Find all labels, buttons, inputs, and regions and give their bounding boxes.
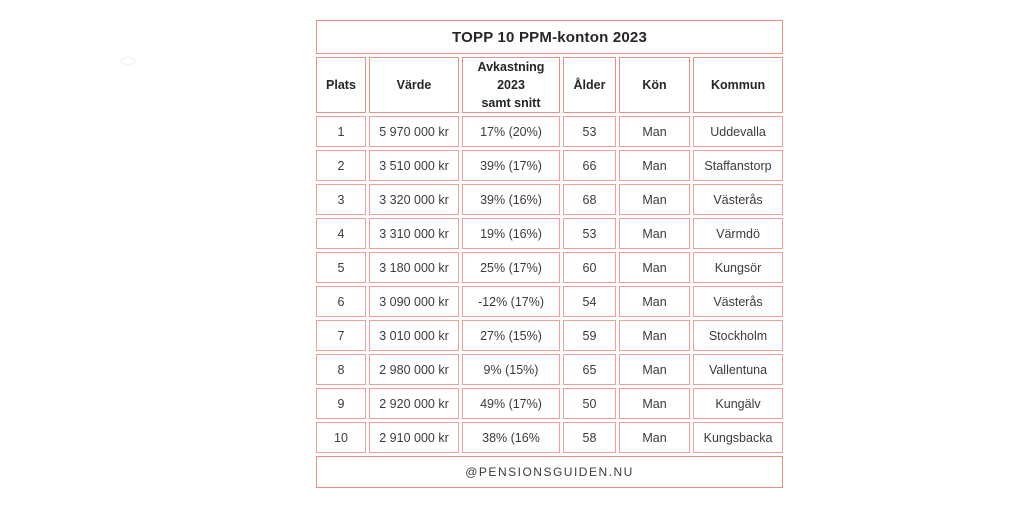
table-title: TOPP 10 PPM-konton 2023 [316, 20, 784, 54]
cell-kon: Man [619, 150, 690, 182]
cell-alder: 59 [563, 320, 616, 352]
cell-avkastning: 38% (16% [462, 422, 560, 454]
cell-kon: Man [619, 320, 690, 352]
cell-alder: 65 [563, 354, 616, 386]
cell-varde: 2 920 000 kr [369, 388, 459, 420]
table-footer-row: @PENSIONSGUIDEN.NU [316, 456, 784, 489]
cell-plats: 1 [316, 116, 366, 148]
cell-varde: 5 970 000 kr [369, 116, 459, 148]
cell-alder: 60 [563, 252, 616, 284]
cell-avkastning: -12% (17%) [462, 286, 560, 318]
cell-varde: 3 310 000 kr [369, 218, 459, 250]
cell-alder: 53 [563, 218, 616, 250]
cell-kon: Man [619, 252, 690, 284]
cell-kommun: Västerås [693, 184, 784, 216]
cell-kon: Man [619, 286, 690, 318]
cell-alder: 68 [563, 184, 616, 216]
cell-kommun: Vallentuna [693, 354, 784, 386]
cell-plats: 3 [316, 184, 366, 216]
cell-plats: 5 [316, 252, 366, 284]
column-header-kommun: Kommun [693, 57, 784, 114]
ppm-top10-table: TOPP 10 PPM-konton 2023 Plats Värde Avka… [313, 17, 786, 491]
cell-alder: 50 [563, 388, 616, 420]
cell-plats: 8 [316, 354, 366, 386]
cell-varde: 2 980 000 kr [369, 354, 459, 386]
cell-kommun: Kungsör [693, 252, 784, 284]
table-row: 6 3 090 000 kr -12% (17%) 54 Man Västerå… [316, 286, 784, 318]
cell-avkastning: 25% (17%) [462, 252, 560, 284]
cell-plats: 6 [316, 286, 366, 318]
cell-avkastning: 27% (15%) [462, 320, 560, 352]
cell-varde: 2 910 000 kr [369, 422, 459, 454]
cell-kommun: Värmdö [693, 218, 784, 250]
cell-kon: Man [619, 184, 690, 216]
cell-alder: 54 [563, 286, 616, 318]
cell-varde: 3 090 000 kr [369, 286, 459, 318]
cell-varde: 3 510 000 kr [369, 150, 459, 182]
cell-kommun: Uddevalla [693, 116, 784, 148]
table-header-row: Plats Värde Avkastning 2023 samt snitt Å… [316, 57, 784, 114]
cell-avkastning: 39% (16%) [462, 184, 560, 216]
cell-kommun: Västerås [693, 286, 784, 318]
column-header-alder: Ålder [563, 57, 616, 114]
cell-alder: 53 [563, 116, 616, 148]
cell-varde: 3 010 000 kr [369, 320, 459, 352]
cell-avkastning: 19% (16%) [462, 218, 560, 250]
column-header-plats: Plats [316, 57, 366, 114]
cell-plats: 9 [316, 388, 366, 420]
table-row: 7 3 010 000 kr 27% (15%) 59 Man Stockhol… [316, 320, 784, 352]
cell-kon: Man [619, 354, 690, 386]
cell-alder: 66 [563, 150, 616, 182]
footer-credit: @PENSIONSGUIDEN.NU [316, 456, 784, 489]
cell-avkastning: 49% (17%) [462, 388, 560, 420]
cell-avkastning: 39% (17%) [462, 150, 560, 182]
cell-plats: 4 [316, 218, 366, 250]
cell-kon: Man [619, 116, 690, 148]
column-header-kon: Kön [619, 57, 690, 114]
cell-avkastning: 9% (15%) [462, 354, 560, 386]
table-row: 10 2 910 000 kr 38% (16% 58 Man Kungsbac… [316, 422, 784, 454]
table-row: 3 3 320 000 kr 39% (16%) 68 Man Västerås [316, 184, 784, 216]
cell-varde: 3 180 000 kr [369, 252, 459, 284]
cell-avkastning: 17% (20%) [462, 116, 560, 148]
cell-kommun: Stockholm [693, 320, 784, 352]
table-title-row: TOPP 10 PPM-konton 2023 [316, 20, 784, 54]
table-row: 4 3 310 000 kr 19% (16%) 53 Man Värmdö [316, 218, 784, 250]
cell-kon: Man [619, 388, 690, 420]
table-row: 9 2 920 000 kr 49% (17%) 50 Man Kungälv [316, 388, 784, 420]
cell-kommun: Staffanstorp [693, 150, 784, 182]
table-row: 5 3 180 000 kr 25% (17%) 60 Man Kungsör [316, 252, 784, 284]
column-header-varde: Värde [369, 57, 459, 114]
cell-kon: Man [619, 422, 690, 454]
cell-plats: 7 [316, 320, 366, 352]
column-header-avkastning: Avkastning 2023 samt snitt [462, 57, 560, 114]
cell-kommun: Kungsbacka [693, 422, 784, 454]
cell-kon: Man [619, 218, 690, 250]
table-row: 1 5 970 000 kr 17% (20%) 53 Man Uddevall… [316, 116, 784, 148]
faint-smudge [120, 57, 136, 65]
cell-alder: 58 [563, 422, 616, 454]
cell-kommun: Kungälv [693, 388, 784, 420]
table-row: 2 3 510 000 kr 39% (17%) 66 Man Staffans… [316, 150, 784, 182]
cell-plats: 2 [316, 150, 366, 182]
table-row: 8 2 980 000 kr 9% (15%) 65 Man Vallentun… [316, 354, 784, 386]
cell-varde: 3 320 000 kr [369, 184, 459, 216]
ppm-table-container: TOPP 10 PPM-konton 2023 Plats Värde Avka… [313, 17, 786, 491]
cell-plats: 10 [316, 422, 366, 454]
